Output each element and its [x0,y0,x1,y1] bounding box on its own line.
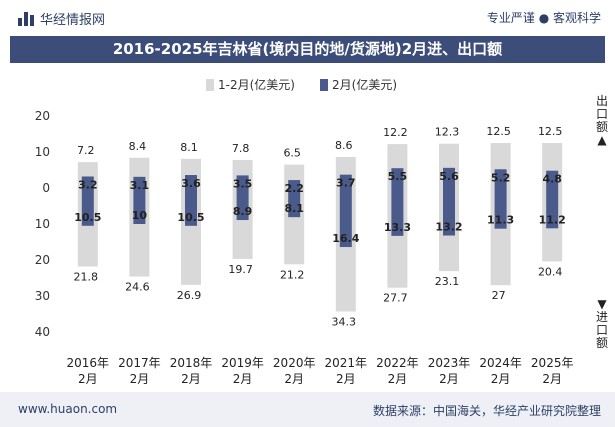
x-tick-label: 2月 [336,372,356,386]
x-tick-label: 2016年 [67,356,110,370]
bar-2月 [81,176,94,226]
x-tick-label: 2月 [78,372,98,386]
chart-title: 2016-2025年吉林省(境内目的地/货源地)2月进、出口额 [112,40,503,58]
x-tick-label: 2018年 [170,356,213,370]
data-label-1-2月-export: 12.5 [486,125,511,138]
bar-2月 [443,167,455,236]
bar-2月 [236,175,249,221]
data-label-1-2月-import: 27.7 [383,292,408,305]
bar-2月 [133,176,146,224]
bar-2月 [288,180,301,218]
data-label-2月-export: 5.5 [388,170,408,183]
data-label-1-2月-import: 19.7 [228,263,253,276]
import-axis-label: ▼进口额 [595,297,608,350]
x-tick-label: 2月 [181,372,201,386]
logo-icon [18,11,34,26]
data-label-2月-export: 5.6 [439,170,459,183]
x-tick-label: 2月 [439,372,459,386]
y-tick-label: 40 [35,325,50,339]
x-tick-label: 2月 [542,372,562,386]
data-label-1-2月-export: 12.3 [435,126,460,139]
footer: www.huaon.com 数据来源：中国海关，华经产业研究院整理 [0,392,615,427]
slogan: 专业严谨 ● 客观科学 [486,11,601,25]
data-label-2月-export: 3.2 [78,178,98,191]
data-label-1-2月-export: 7.8 [232,142,250,155]
legend-swatch-1 [206,79,214,91]
data-label-2月-export: 5.2 [491,171,511,184]
data-label-1-2月-export: 8.1 [180,141,198,154]
x-tick-label: 2020年 [273,356,316,370]
bar-2月 [494,169,507,229]
x-tick-label: 2月 [233,372,253,386]
x-tick-label: 2024年 [479,356,522,370]
data-label-1-2月-import: 24.6 [125,281,150,294]
bar-2月 [546,170,559,229]
y-tick-label: 0 [42,181,50,195]
data-label-1-2月-import: 21.2 [280,268,305,281]
data-label-2月-export: 2.2 [284,182,304,195]
legend-label-1: 1-2月(亿美元) [218,77,295,92]
legend-label-2: 2月(亿美元) [332,77,397,92]
top-header: 华经情报网 专业严谨 ● 客观科学 [0,0,615,36]
data-label-1-2月-export: 6.5 [283,147,301,160]
x-tick-label: 2月 [491,372,511,386]
data-label-1-2月-export: 7.2 [77,144,95,157]
data-label-1-2月-import: 23.1 [435,275,460,288]
x-tick-label: 2021年 [325,356,368,370]
bar-2月 [185,175,197,226]
x-tick-label: 2019年 [221,356,264,370]
data-label-1-2月-export: 8.6 [335,139,353,152]
data-label-1-2月-import: 20.4 [538,265,563,278]
y-tick-label: 20 [35,253,50,267]
legend-swatch-2 [320,79,328,91]
y-tick-label: 20 [35,109,50,123]
footer-website: www.huaon.com [18,402,118,416]
x-tick-label: 2017年 [118,356,161,370]
data-label-2月-import: 10 [132,209,148,222]
data-label-2月-import: 13.2 [435,221,462,234]
data-label-2月-import: 10.5 [177,211,204,224]
brand: 华经情报网 [18,9,105,28]
brand-name: 华经情报网 [40,13,106,28]
x-tick-label: 2022年 [376,356,419,370]
data-label-2月-export: 4.8 [542,173,562,186]
data-label-1-2月-import: 27 [492,289,506,302]
data-label-2月-export: 3.5 [233,177,253,190]
data-label-2月-import: 16.4 [332,232,359,245]
x-tick-label: 2023年 [428,356,471,370]
data-label-1-2月-import: 26.9 [177,289,202,302]
data-label-1-2月-export: 8.4 [129,140,147,153]
data-label-2月-export: 3.1 [130,179,150,192]
data-label-2月-import: 8.1 [284,202,304,215]
x-tick-label: 2月 [284,372,304,386]
y-tick-label: 10 [35,217,50,231]
chart: 1-2月(亿美元) 2月(亿美元) 20 10 0 10 20 30 40 7.2 21.8 3.2 1… [35,77,574,386]
export-axis-label: 出口额▲ [595,94,608,147]
data-label-1-2月-export: 12.5 [538,125,563,138]
data-label-2月-import: 13.3 [384,221,411,234]
bar-2月 [391,168,404,236]
x-tick-label: 2025年 [531,356,574,370]
data-label-1-2月-export: 12.2 [383,126,408,139]
data-label-2月-export: 3.6 [181,177,201,190]
data-label-2月-import: 11.3 [487,214,514,227]
data-label-2月-import: 10.5 [74,211,101,224]
data-label-1-2月-import: 21.8 [74,270,99,283]
data-label-2月-import: 8.9 [233,205,253,218]
data-label-2月-import: 11.2 [539,213,566,226]
x-tick-label: 2月 [130,372,150,386]
bar-2月 [339,174,352,248]
title-bar: 2016-2025年吉林省(境内目的地/货源地)2月进、出口额 [10,36,605,63]
x-tick-label: 2月 [388,372,408,386]
footer-source: 数据来源：中国海关，华经产业研究院整理 [372,404,601,418]
data-label-2月-export: 3.7 [336,177,356,190]
y-tick-label: 10 [35,145,50,159]
data-label-1-2月-import: 34.3 [332,315,357,328]
y-tick-label: 30 [35,289,50,303]
